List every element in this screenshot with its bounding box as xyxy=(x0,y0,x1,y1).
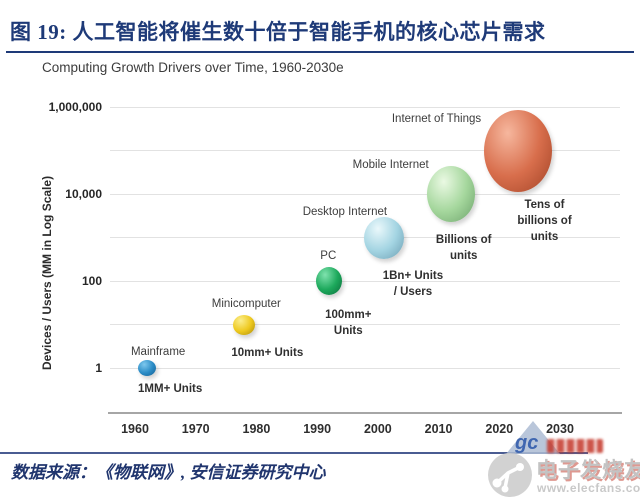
units-line: units xyxy=(449,250,478,262)
units-line: units xyxy=(530,230,559,243)
units-line: 10mm+ Units xyxy=(231,346,304,359)
watermark-brand: 电子发烧友 xyxy=(536,458,640,482)
label-pc: PC xyxy=(320,250,337,262)
watermark-url: www.elecfans.com xyxy=(537,481,640,495)
units-line: Billions of xyxy=(435,234,492,246)
source-note: 数据来源：《物联网》, 安信证券研究中心 xyxy=(11,463,326,482)
units-line: 1MM+ Units xyxy=(138,383,203,395)
units-line: 1Bn+ Units xyxy=(382,269,444,282)
bubble-mobile-internet xyxy=(426,166,475,222)
units-label-minicomputer: 10mm+ Units xyxy=(231,345,303,361)
x-axis-tick-label: 1970 xyxy=(181,422,210,436)
gridline xyxy=(110,367,620,369)
x-axis-tick-label: 1980 xyxy=(242,422,271,436)
units-line: Tens of xyxy=(524,198,565,211)
circuit-logo-icon xyxy=(488,453,532,497)
label-desktop-internet: Desktop Internet xyxy=(302,205,388,218)
gridline xyxy=(110,106,620,108)
units-label-desktop-internet: 1Bn+ Units / Users xyxy=(383,268,443,300)
watermark-gc-text: gc xyxy=(515,432,539,454)
y-axis-tick-label: 100 xyxy=(81,274,102,288)
label-mainframe: Mainframe xyxy=(130,346,186,358)
x-axis-tick-label: 1960 xyxy=(121,422,149,436)
figure-title: 图 19: 人工智能将催生数十倍于智能手机的核心芯片需求 xyxy=(10,20,546,44)
bubble-internet-of-things xyxy=(483,109,552,192)
units-line: Units xyxy=(333,325,363,337)
gridline xyxy=(110,193,620,195)
gridline xyxy=(110,324,620,325)
label-mobile-internet: Mobile Internet xyxy=(352,159,429,171)
x-axis-tick-label: 2010 xyxy=(424,422,453,436)
units-label-internet-of-things: Tens of billions of units xyxy=(517,197,571,245)
y-axis-tick-label: 10,000 xyxy=(65,187,102,201)
y-axis-tick-label: 1,000,000 xyxy=(48,100,102,114)
footer-rule xyxy=(0,452,588,454)
units-line: / Users xyxy=(393,285,433,298)
gridline xyxy=(110,150,620,151)
units-label-pc: 100mm+ Units xyxy=(325,307,371,339)
label-minicomputer: Minicomputer xyxy=(211,297,281,310)
units-label-mobile-internet: Billions of units xyxy=(436,232,492,264)
label-internet-of-things: Internet of Things xyxy=(391,112,482,125)
units-line: billions of xyxy=(517,214,572,227)
title-underline xyxy=(6,51,634,53)
elecfans-watermark: 电子发烧友 www.elecfans.com xyxy=(487,450,640,500)
x-axis-line xyxy=(108,412,622,414)
watermark-red-text xyxy=(547,439,603,453)
units-line: 100mm+ xyxy=(325,309,372,321)
bubble-desktop-internet xyxy=(363,216,404,259)
units-label-mainframe: 1MM+ Units xyxy=(138,381,202,397)
bubble-pc xyxy=(316,267,343,295)
bubble-minicomputer xyxy=(233,314,256,335)
x-axis-tick-label: 2000 xyxy=(363,422,392,436)
gridline xyxy=(110,280,620,282)
x-axis-tick-label: 1990 xyxy=(303,422,332,436)
bubble-mainframe xyxy=(138,360,157,376)
chart-title: Computing Growth Drivers over Time, 1960… xyxy=(42,60,344,75)
y-axis-tick-label: 1 xyxy=(95,361,102,375)
